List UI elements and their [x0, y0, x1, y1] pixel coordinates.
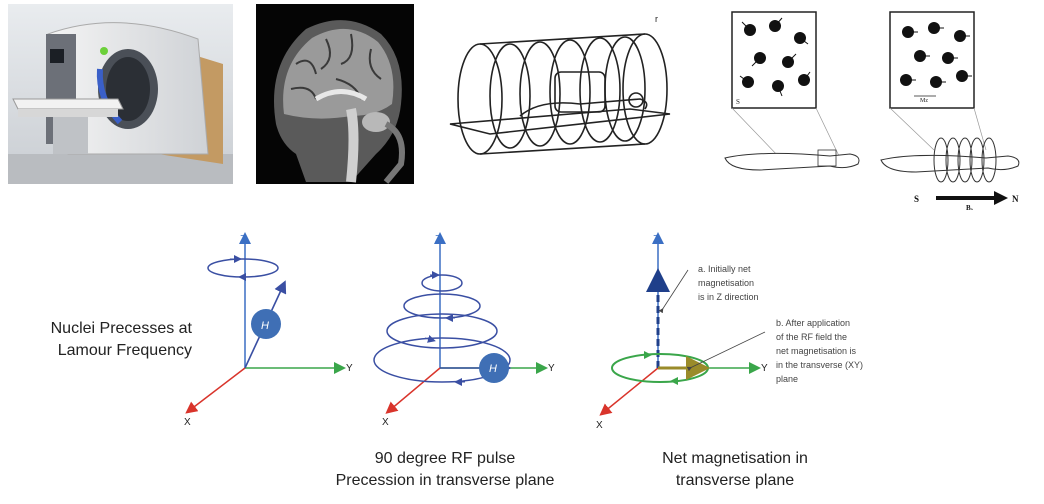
diagram3-caption: Net magnetisation in transverse plane [662, 450, 808, 489]
brain-scan-image [256, 4, 414, 184]
diagram1-caption: Nuclei Precesses at Lamour Frequency [50, 320, 192, 359]
diagram2-caption: 90 degree RF pulse Precession in transve… [335, 450, 555, 489]
rf-pulse-diagram: Z Y X H [373, 232, 555, 428]
b0-label: B₀ [966, 204, 973, 210]
note-a: a. Initially net magnetisation is in Z d… [698, 264, 759, 302]
x-axis-line [599, 367, 659, 416]
x-axis-label: X [382, 417, 389, 428]
mri-coils-sketch: r [440, 4, 688, 194]
x-axis-label: X [596, 420, 603, 431]
note-b: b. After application of the RF field the… [776, 318, 866, 384]
brain-sagittal-icon [256, 4, 414, 184]
y-axis-label: Y [346, 363, 353, 374]
nucleus-label: H [489, 363, 497, 375]
random-spins-panel: S [720, 10, 870, 195]
aligned-spins-icon: Mz S N B₀ [880, 11, 1020, 210]
mri-scanner-photo [8, 4, 233, 184]
svg-text:S: S [736, 98, 740, 106]
x-axis-line [185, 367, 246, 414]
svg-text:r: r [655, 14, 658, 24]
aligned-spins-panel: Mz S N B₀ [876, 10, 1036, 210]
nucleus-sphere [479, 353, 509, 383]
mz-label: Mz [920, 98, 928, 104]
precession-orbit [207, 258, 279, 278]
net-magnetisation-diagram: Z Y X a. Initially net magnetisation is … [596, 232, 866, 431]
precession-diagram: Z Y X H [184, 232, 353, 428]
x-axis-line [385, 367, 441, 414]
x-axis-label: X [184, 417, 191, 428]
z-axis-label: Z [435, 234, 441, 245]
z-axis-label: Z [653, 234, 659, 245]
mri-scanner-icon [8, 4, 233, 184]
s-pole-label: S [914, 194, 919, 204]
n-pole-label: N [1012, 194, 1019, 204]
random-spins-icon: S [724, 11, 860, 171]
coil-sketch-icon: r [449, 14, 671, 155]
z-axis-label: Z [240, 234, 246, 245]
spiral-path [373, 274, 511, 383]
y-axis-label: Y [761, 363, 768, 374]
nucleus-sphere [251, 309, 281, 339]
nucleus-label: H [261, 320, 269, 332]
y-axis-label: Y [548, 363, 555, 374]
